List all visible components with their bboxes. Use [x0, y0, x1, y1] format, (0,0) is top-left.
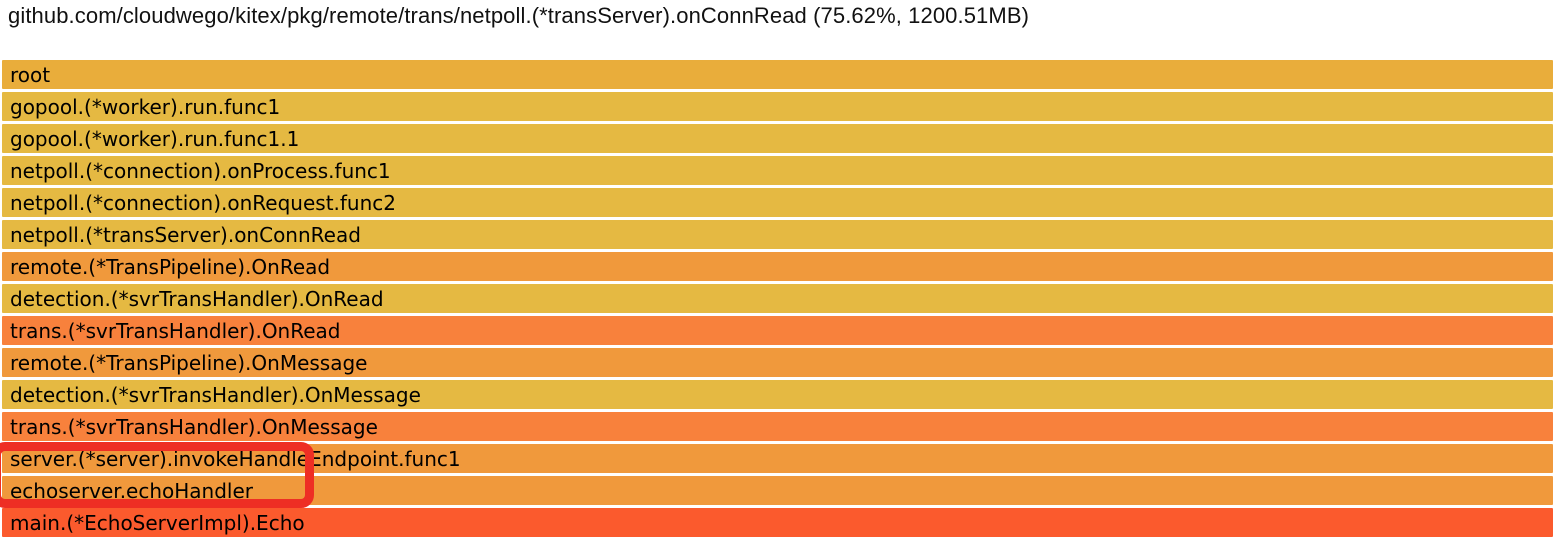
flame-row-label: netpoll.(*connection).onRequest.func2 [10, 190, 397, 215]
flame-row-label: trans.(*svrTransHandler).OnMessage [10, 414, 378, 439]
flame-row[interactable]: server.(*server).invokeHandleEndpoint.fu… [2, 444, 1553, 473]
flame-row-label: detection.(*svrTransHandler).OnRead [10, 286, 384, 311]
flame-row-label: server.(*server).invokeHandleEndpoint.fu… [10, 446, 461, 471]
flame-row[interactable]: remote.(*TransPipeline).OnRead [2, 252, 1553, 281]
flame-row[interactable]: netpoll.(*transServer).onConnRead [2, 220, 1553, 249]
flame-row[interactable]: echoserver.echoHandler [2, 476, 1553, 505]
flame-row-label: echoserver.echoHandler [10, 478, 254, 503]
flame-row[interactable]: gopool.(*worker).run.func1.1 [2, 124, 1553, 153]
flamegraph-title: github.com/cloudwego/kitex/pkg/remote/tr… [8, 3, 1030, 28]
flame-row-label: gopool.(*worker).run.func1.1 [10, 126, 300, 151]
flame-row-label: netpoll.(*transServer).onConnRead [10, 222, 361, 247]
flame-row[interactable]: remote.(*TransPipeline).OnMessage [2, 348, 1553, 377]
flame-row-label: root [10, 62, 51, 87]
flamegraph: root gopool.(*worker).run.func1 gopool.(*w… [2, 60, 1553, 537]
flame-row-label: detection.(*svrTransHandler).OnMessage [10, 382, 421, 407]
flame-row[interactable]: trans.(*svrTransHandler).OnRead [2, 316, 1553, 345]
flame-row-label: gopool.(*worker).run.func1 [10, 94, 281, 119]
flame-row[interactable]: netpoll.(*connection).onProcess.func1 [2, 156, 1553, 185]
flame-row[interactable]: detection.(*svrTransHandler).OnMessage [2, 380, 1553, 409]
flame-row[interactable]: trans.(*svrTransHandler).OnMessage [2, 412, 1553, 441]
flame-row[interactable]: detection.(*svrTransHandler).OnRead [2, 284, 1553, 313]
flame-row[interactable]: main.(*EchoServerImpl).Echo [2, 508, 1553, 537]
flame-row-label: remote.(*TransPipeline).OnRead [10, 254, 331, 279]
flame-row[interactable]: root [2, 60, 1553, 89]
flame-row-label: netpoll.(*connection).onProcess.func1 [10, 158, 391, 183]
flame-row-label: main.(*EchoServerImpl).Echo [10, 510, 305, 535]
flame-row[interactable]: netpoll.(*connection).onRequest.func2 [2, 188, 1553, 217]
flame-row[interactable]: gopool.(*worker).run.func1 [2, 92, 1553, 121]
flame-row-label: remote.(*TransPipeline).OnMessage [10, 350, 368, 375]
flame-row-label: trans.(*svrTransHandler).OnRead [10, 318, 341, 343]
